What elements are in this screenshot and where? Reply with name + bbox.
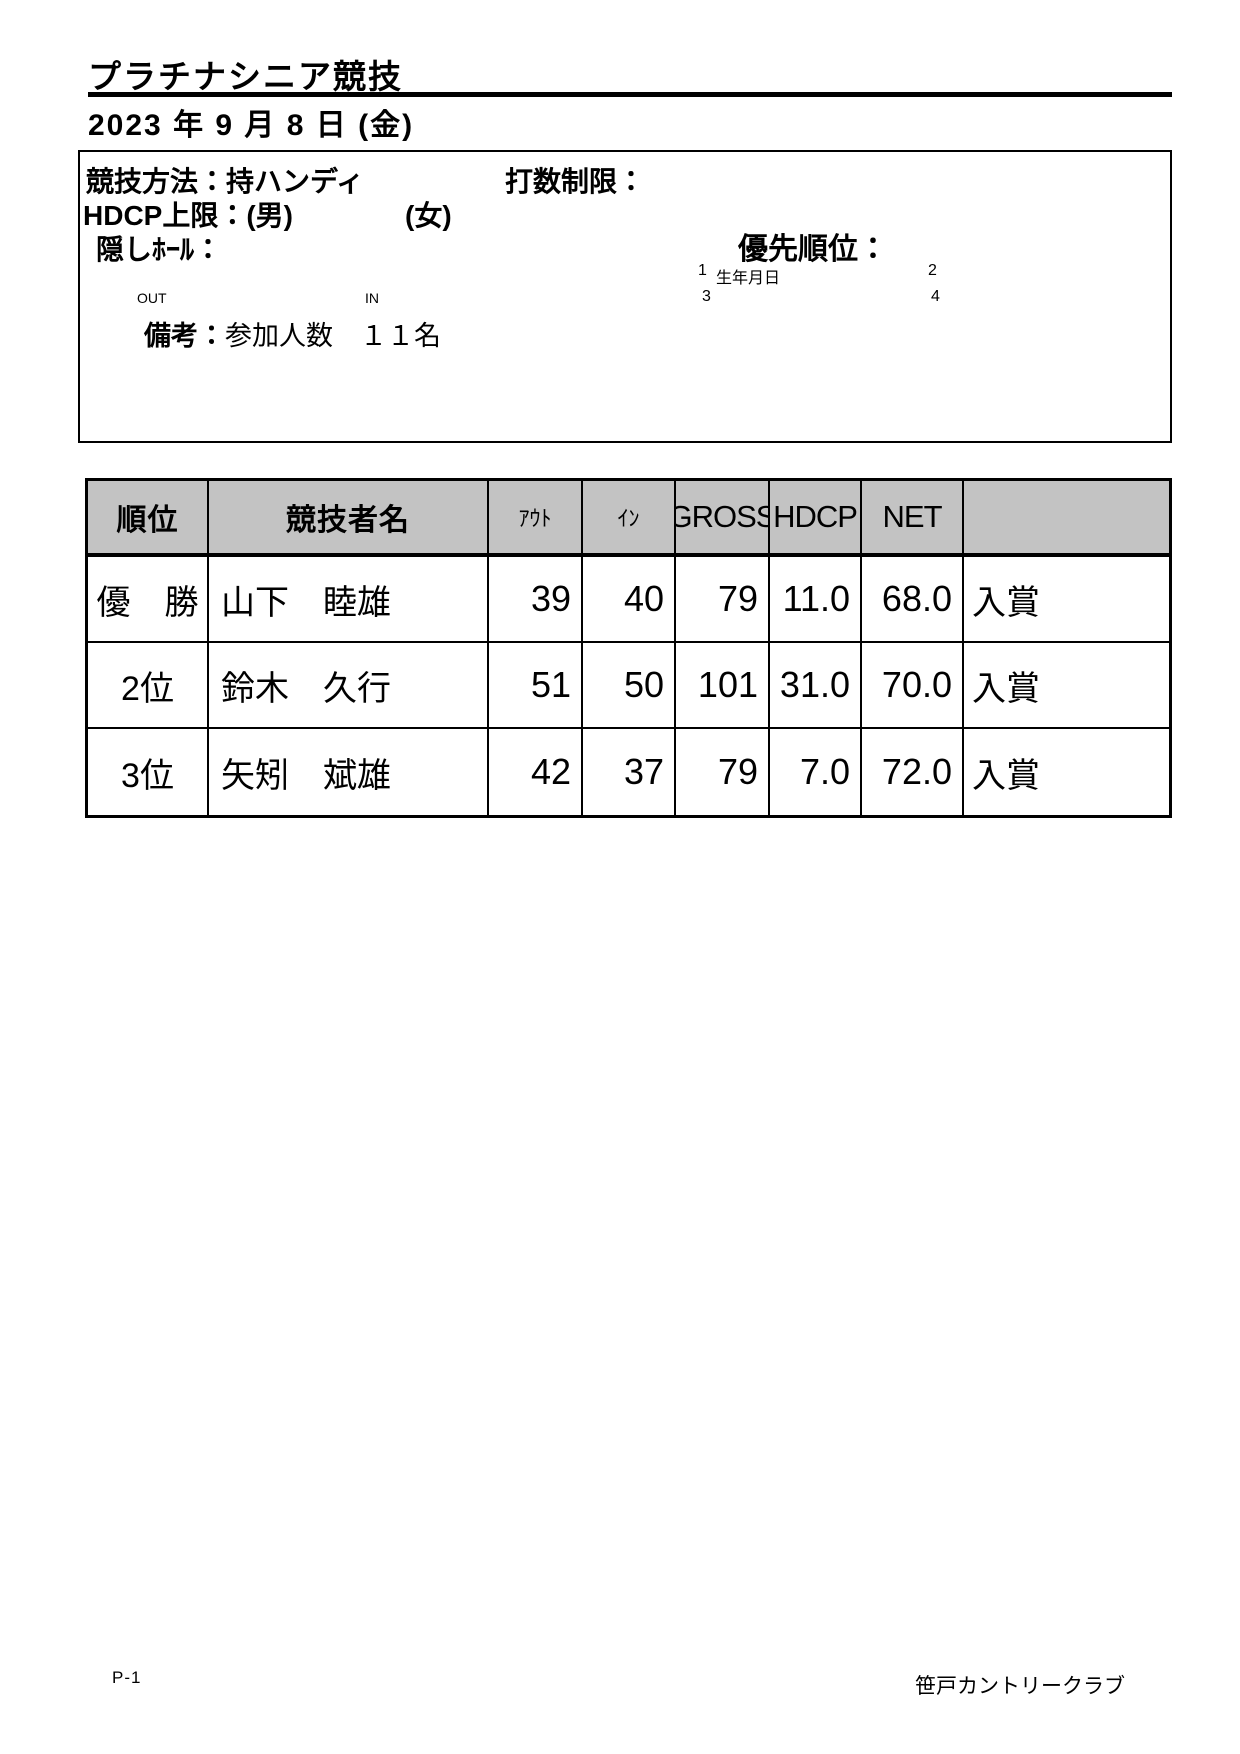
priority-2-number: 2 — [928, 262, 937, 279]
column-header-net: NET — [862, 481, 964, 557]
title-underline — [88, 92, 1172, 97]
footer-page-number: P-1 — [112, 1668, 142, 1687]
hdcp-cell: 11.0 — [770, 557, 862, 643]
out-label: OUT — [137, 290, 167, 306]
remarks-label: 備考： — [144, 321, 225, 351]
priority-3-number: 3 — [702, 288, 711, 305]
gross-cell: 79 — [676, 557, 770, 643]
gross-cell: 79 — [676, 729, 770, 815]
competition-info-box: 競技方法：持ハンディ 打数制限： HDCP上限：(男) (女) 隠しﾎｰﾙ： 優… — [78, 150, 1172, 443]
column-header-out-label: ｱｳﾄ — [518, 506, 552, 531]
hdcp-limit-line: HDCP上限：(男) — [83, 194, 293, 234]
column-header-rank: 順位 — [88, 481, 209, 557]
out-cell: 39 — [489, 557, 583, 643]
gross-cell: 101 — [676, 643, 770, 729]
net-cell: 70.0 — [862, 643, 964, 729]
in-cell: 50 — [583, 643, 676, 729]
method-line: 競技方法：持ハンディ — [86, 160, 364, 200]
rank-cell: 2位 — [88, 643, 209, 729]
rank-cell: 優 勝 — [88, 557, 209, 643]
priority-label: 優先順位： — [738, 233, 888, 266]
award-cell: 入賞 — [964, 557, 1169, 643]
hdcp-limit-label: HDCP上限： — [83, 200, 247, 231]
hdcp-cell: 31.0 — [770, 643, 862, 729]
page-title: プラチナシニア競技 — [88, 58, 403, 95]
remarks-value: 参加人数 １１名 — [225, 321, 441, 351]
remarks-line: 備考：参加人数 １１名 — [144, 314, 441, 353]
out-cell: 42 — [489, 729, 583, 815]
column-header-hdcp-label: HDCP — [773, 499, 858, 534]
in-label: IN — [365, 290, 379, 306]
hdcp-male-label: (男) — [246, 200, 293, 231]
results-table: 順位 競技者名 ｱｳﾄ ｲﾝ GROSS HDCP NET 優 勝 山下 睦雄 … — [85, 478, 1172, 818]
net-cell: 68.0 — [862, 557, 964, 643]
column-header-out: ｱｳﾄ — [489, 481, 583, 557]
priority-1-number: 1 — [698, 262, 707, 279]
method-value: 持ハンディ — [226, 166, 365, 197]
name-cell: 山下 睦雄 — [209, 557, 489, 643]
column-header-name-label: 競技者名 — [286, 504, 410, 537]
award-cell: 入賞 — [972, 756, 1040, 795]
name-cell: 鈴木 久行 — [209, 643, 489, 729]
column-header-gross: GROSS — [676, 481, 770, 557]
rank-cell: 3位 — [88, 729, 209, 815]
column-header-in: ｲﾝ — [583, 481, 676, 557]
column-header-rank-label: 順位 — [116, 504, 179, 537]
priority-1-value: 生年月日 — [716, 270, 781, 287]
column-header-gross-label: GROSS — [676, 499, 770, 534]
stroke-limit-label: 打数制限： — [505, 166, 646, 197]
column-header-net-label: NET — [882, 499, 943, 534]
hdcp-cell: 7.0 — [770, 729, 862, 815]
footer-club-name: 笹戸カントリークラブ — [915, 1675, 1125, 1698]
name-cell: 矢矧 斌雄 — [209, 729, 489, 815]
hdcp-female-label: (女) — [405, 200, 452, 231]
award-cell: 入賞 — [964, 643, 1169, 729]
column-header-hdcp: HDCP — [770, 481, 862, 557]
in-cell: 40 — [583, 557, 676, 643]
method-label: 競技方法： — [86, 166, 227, 197]
column-header-in-label: ｲﾝ — [617, 506, 640, 531]
column-header-award — [964, 481, 1169, 557]
hidden-hole-label: 隠しﾎｰﾙ： — [96, 234, 223, 265]
in-cell: 37 — [583, 729, 676, 815]
net-cell: 72.0 — [862, 729, 964, 815]
competition-date: 2023 年 9 月 8 日 (金) — [88, 109, 415, 142]
out-cell: 51 — [489, 643, 583, 729]
column-header-name: 競技者名 — [209, 481, 489, 557]
priority-4-number: 4 — [931, 288, 940, 305]
